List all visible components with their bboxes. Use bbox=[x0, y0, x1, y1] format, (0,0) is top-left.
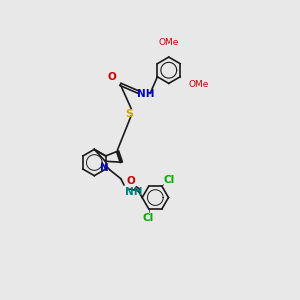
Text: O: O bbox=[108, 72, 116, 82]
Text: NH: NH bbox=[125, 187, 143, 197]
Text: NH: NH bbox=[136, 89, 154, 99]
Text: OMe: OMe bbox=[159, 38, 179, 47]
Text: S: S bbox=[126, 109, 134, 119]
Text: Cl: Cl bbox=[142, 213, 154, 223]
Text: Cl: Cl bbox=[164, 175, 175, 184]
Text: O: O bbox=[127, 176, 136, 186]
Text: N: N bbox=[100, 164, 108, 173]
Text: OMe: OMe bbox=[188, 80, 208, 89]
